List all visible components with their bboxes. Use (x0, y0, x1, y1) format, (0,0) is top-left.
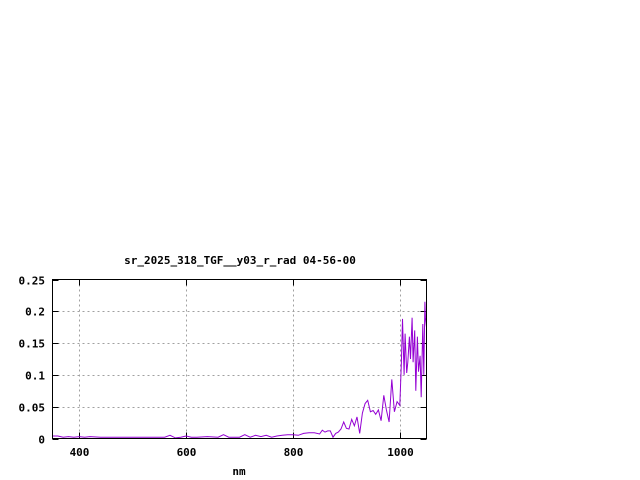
plot-border (52, 279, 427, 439)
grid (52, 279, 427, 439)
ticks: 400 600 800 1000 0 0.05 0.1 0.15 0.2 0.25 (19, 275, 427, 459)
x-axis-label: nm (232, 465, 246, 478)
x-tick-label: 800 (284, 446, 304, 459)
y-tick-label: 0.05 (19, 402, 46, 415)
x-tick-label: 1000 (387, 446, 414, 459)
series-line (52, 301, 427, 439)
y-tick-label: 0.1 (25, 370, 45, 383)
y-tick-label: 0 (38, 434, 45, 447)
y-tick-label: 0.15 (19, 338, 46, 351)
x-tick-label: 400 (70, 446, 90, 459)
chart-title: sr_2025_318_TGF__y03_r_rad 04-56-00 (124, 254, 356, 267)
x-tick-label: 600 (177, 446, 197, 459)
y-tick-label: 0.25 (19, 275, 46, 288)
y-tick-label: 0.2 (25, 306, 45, 319)
